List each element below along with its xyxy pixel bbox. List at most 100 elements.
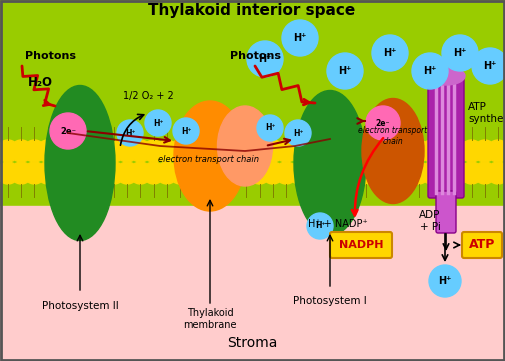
Text: electron transport chain: electron transport chain	[158, 155, 259, 164]
Circle shape	[472, 48, 505, 84]
Text: H⁺: H⁺	[453, 48, 467, 58]
Circle shape	[10, 140, 32, 162]
Ellipse shape	[174, 101, 246, 211]
Circle shape	[394, 162, 416, 184]
Circle shape	[315, 162, 337, 184]
Circle shape	[103, 162, 125, 184]
Circle shape	[182, 162, 205, 184]
Circle shape	[76, 162, 98, 184]
Text: H⁺: H⁺	[259, 54, 272, 64]
Text: ADP
+ Pi: ADP + Pi	[419, 210, 441, 232]
Text: Thylakoid interior space: Thylakoid interior space	[148, 4, 356, 18]
Circle shape	[0, 162, 19, 184]
Circle shape	[328, 140, 350, 162]
Text: electron transport
chain: electron transport chain	[359, 126, 428, 146]
Circle shape	[235, 140, 258, 162]
Circle shape	[315, 140, 337, 162]
Text: 2e⁻: 2e⁻	[376, 118, 390, 127]
Circle shape	[37, 162, 59, 184]
FancyBboxPatch shape	[462, 232, 502, 258]
Circle shape	[434, 162, 456, 184]
Circle shape	[156, 140, 178, 162]
Circle shape	[173, 118, 199, 144]
Circle shape	[301, 140, 324, 162]
Circle shape	[381, 140, 403, 162]
Circle shape	[262, 162, 284, 184]
Circle shape	[355, 162, 377, 184]
Circle shape	[429, 265, 461, 297]
Text: H⁺: H⁺	[293, 33, 307, 43]
Ellipse shape	[427, 67, 465, 85]
FancyBboxPatch shape	[330, 232, 392, 258]
Circle shape	[301, 162, 324, 184]
Circle shape	[248, 162, 271, 184]
Circle shape	[372, 35, 408, 71]
Circle shape	[327, 53, 363, 89]
Circle shape	[412, 53, 448, 89]
Circle shape	[116, 140, 138, 162]
Text: H⁺: H⁺	[315, 222, 325, 231]
Text: H⁺: H⁺	[125, 129, 135, 138]
Ellipse shape	[362, 99, 424, 204]
Circle shape	[421, 140, 443, 162]
Circle shape	[182, 140, 205, 162]
Text: H⁺: H⁺	[438, 276, 451, 286]
Circle shape	[0, 140, 19, 162]
Circle shape	[442, 35, 478, 71]
Circle shape	[461, 140, 482, 162]
Circle shape	[381, 162, 403, 184]
Circle shape	[169, 162, 191, 184]
Ellipse shape	[218, 106, 273, 186]
Circle shape	[24, 140, 45, 162]
Circle shape	[143, 162, 165, 184]
Circle shape	[50, 140, 72, 162]
Text: Photons: Photons	[25, 51, 76, 61]
Circle shape	[487, 162, 505, 184]
Text: ATP
synthetase: ATP synthetase	[468, 102, 505, 124]
Circle shape	[487, 140, 505, 162]
Text: H⁺: H⁺	[265, 123, 275, 132]
Circle shape	[394, 140, 416, 162]
Circle shape	[328, 162, 350, 184]
Text: H⁺: H⁺	[383, 48, 397, 58]
Circle shape	[341, 162, 363, 184]
Text: Photons: Photons	[230, 51, 281, 61]
Circle shape	[447, 162, 469, 184]
Circle shape	[24, 162, 45, 184]
Circle shape	[288, 140, 311, 162]
Text: Thylakoid
membrane: Thylakoid membrane	[183, 308, 237, 330]
Circle shape	[341, 140, 363, 162]
Circle shape	[37, 140, 59, 162]
Circle shape	[235, 162, 258, 184]
Circle shape	[434, 140, 456, 162]
Circle shape	[474, 162, 496, 184]
Ellipse shape	[294, 91, 366, 235]
Circle shape	[90, 140, 112, 162]
Circle shape	[63, 140, 85, 162]
Circle shape	[408, 162, 430, 184]
Circle shape	[474, 140, 496, 162]
Text: Photosystem I: Photosystem I	[293, 296, 367, 306]
Circle shape	[117, 120, 143, 146]
Text: H⁺: H⁺	[293, 129, 303, 138]
Circle shape	[222, 162, 244, 184]
Circle shape	[195, 162, 218, 184]
Circle shape	[63, 162, 85, 184]
Text: H⁺: H⁺	[483, 61, 497, 71]
Circle shape	[421, 162, 443, 184]
Circle shape	[461, 162, 482, 184]
Circle shape	[288, 162, 311, 184]
Circle shape	[282, 20, 318, 56]
Circle shape	[50, 113, 86, 149]
Circle shape	[169, 140, 191, 162]
Circle shape	[90, 162, 112, 184]
Circle shape	[355, 140, 377, 162]
Text: H⁺: H⁺	[338, 66, 351, 76]
Bar	[0, 0, 505, 206]
FancyBboxPatch shape	[428, 74, 464, 198]
Circle shape	[447, 140, 469, 162]
Circle shape	[50, 162, 72, 184]
Text: Photosystem II: Photosystem II	[41, 301, 118, 311]
Circle shape	[275, 162, 297, 184]
Circle shape	[195, 140, 218, 162]
